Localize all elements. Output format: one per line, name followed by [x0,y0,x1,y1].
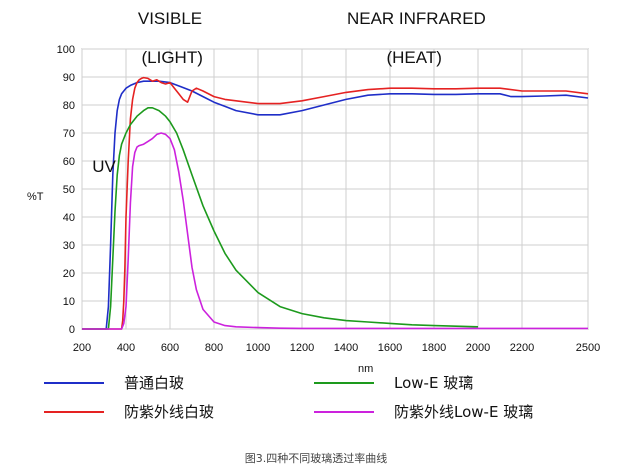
series-line-4 [82,132,588,330]
annotations: VISIBLE (LIGHT) NEAR INFRARED (HEAT) UV [92,9,486,176]
annotation-label: (HEAT) [386,48,441,67]
y-tick-label: 60 [63,156,75,168]
y-axis-title: %T [27,191,44,203]
x-tick-label: 1600 [378,342,402,354]
y-tick-label: 30 [63,240,75,252]
x-tick-label: 1800 [422,342,446,354]
legend-label: Low-E 玻璃 [394,374,473,392]
series-line-3 [82,107,479,330]
figure-caption: 图3.四种不同玻璃透过率曲线 [245,451,388,465]
y-tick-label: 20 [63,268,75,280]
series-lines [82,76,589,330]
series-line-2 [82,76,589,330]
x-tick-label: 400 [117,342,135,354]
legend-label: 防紫外线Low-E 玻璃 [394,403,533,421]
y-tick-label: 0 [69,324,75,336]
x-tick-label: 1400 [334,342,358,354]
annotation-label: NEAR INFRARED [347,9,486,28]
x-tick-label: 800 [205,342,223,354]
annotation-label: VISIBLE [138,9,202,28]
y-tick-label: 40 [63,212,75,224]
x-tick-label: 2000 [466,342,490,354]
legend-label: 普通白玻 [124,374,184,392]
x-tick-label: 600 [161,342,179,354]
series-line-1 [82,80,589,330]
legend-label: 防紫外线白玻 [124,403,214,421]
y-tick-label: 70 [63,128,75,140]
y-tick-label: 80 [63,100,75,112]
annotation-label: (LIGHT) [142,48,203,67]
x-axis-title: nm [358,363,373,375]
y-tick-label: 10 [63,296,75,308]
x-tick-label: 1200 [290,342,314,354]
tick-labels: 0 10 20 30 40 50 60 70 80 90 100 200 400 600 800 1000 12… [57,44,601,354]
x-tick-label: 2200 [510,342,534,354]
y-tick-label: 100 [57,44,75,56]
x-tick-label: 200 [73,342,91,354]
annotation-label: UV [92,157,116,176]
y-tick-label: 50 [63,184,75,196]
x-tick-label: 1000 [246,342,270,354]
y-tick-label: 90 [63,72,75,84]
x-tick-label: 2500 [576,342,600,354]
